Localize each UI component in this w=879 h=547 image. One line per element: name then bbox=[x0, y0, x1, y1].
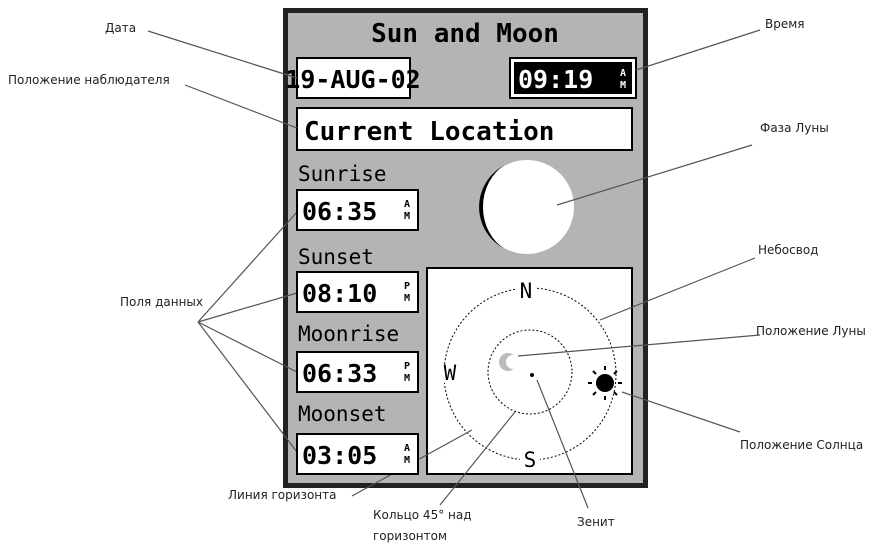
callout-date: Дата bbox=[105, 21, 136, 35]
compass-s: S bbox=[524, 448, 537, 472]
compass-w: W bbox=[444, 361, 457, 385]
time-am-top: A bbox=[620, 68, 626, 79]
callout-ring45: Кольцо 45° над bbox=[373, 508, 472, 522]
callout-observer: Положение наблюдателя bbox=[8, 73, 170, 87]
callout-moon-position: Положение Луны bbox=[756, 324, 866, 338]
field-ampm: A bbox=[404, 443, 410, 454]
callout-data-fields: Поля данных bbox=[120, 295, 203, 309]
diagram: Sun and Moon 19-AUG-02 09:19 A M Current… bbox=[0, 0, 879, 547]
time-am-bottom: M bbox=[620, 80, 626, 91]
location: Current Location bbox=[304, 117, 554, 147]
callout-sun-position: Положение Солнца bbox=[740, 438, 863, 452]
field-label: Sunset bbox=[298, 245, 374, 269]
field-label: Moonset bbox=[298, 402, 387, 426]
field-ampm: M bbox=[404, 293, 410, 304]
field-label: Sunrise bbox=[298, 162, 387, 186]
callout-ring45: горизонтом bbox=[373, 529, 447, 543]
field-ampm: M bbox=[404, 373, 410, 384]
callout-horizon: Линия горизонта bbox=[228, 488, 336, 502]
field-ampm: M bbox=[404, 455, 410, 466]
callout-zenith: Зенит bbox=[577, 515, 615, 529]
field-time: 03:05 bbox=[302, 441, 377, 470]
field-ampm: M bbox=[404, 211, 410, 222]
screen-title: Sun and Moon bbox=[371, 19, 559, 49]
field-time: 06:35 bbox=[302, 197, 377, 226]
field-ampm: P bbox=[404, 281, 410, 292]
callout-time: Время bbox=[765, 17, 805, 31]
field-ampm: P bbox=[404, 361, 410, 372]
date: 19-AUG-02 bbox=[285, 65, 420, 94]
callout-sky: Небосвод bbox=[758, 243, 818, 257]
field-time: 08:10 bbox=[302, 279, 377, 308]
callout-moon-phase: Фаза Луны bbox=[760, 121, 829, 135]
moon-icon-cut bbox=[506, 355, 520, 369]
time: 09:19 bbox=[518, 65, 593, 94]
field-time: 06:33 bbox=[302, 359, 377, 388]
compass-n: N bbox=[520, 279, 533, 303]
field-ampm: A bbox=[404, 199, 410, 210]
field-label: Moonrise bbox=[298, 322, 399, 346]
zenith bbox=[530, 373, 534, 377]
